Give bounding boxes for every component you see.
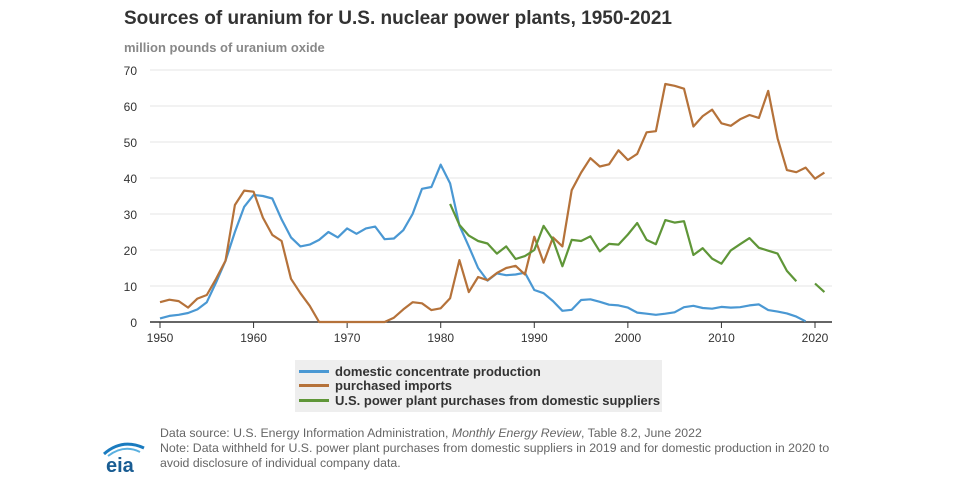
data-source: Data source: U.S. Energy Information Adm… — [160, 426, 702, 440]
legend-swatch — [299, 369, 329, 373]
x-tick-label: 1990 — [521, 331, 548, 345]
legend-label: purchased imports — [335, 378, 453, 394]
legend: domestic concentrate production purchase… — [295, 360, 662, 412]
x-tick-label: 1970 — [334, 331, 361, 345]
chart-title: Sources of uranium for U.S. nuclear powe… — [124, 8, 673, 29]
footnotes: Data source: U.S. Energy Information Adm… — [160, 426, 829, 471]
x-tick-label: 1950 — [147, 331, 174, 345]
x-tick-label: 1980 — [427, 331, 454, 345]
legend-label: U.S. power plant purchases from domestic… — [335, 392, 661, 408]
y-tick-label: 60 — [124, 100, 138, 114]
note-line: Note: Data withheld for U.S. power plant… — [160, 441, 830, 455]
x-tick-label: 1960 — [240, 331, 267, 345]
legend-swatch — [299, 384, 329, 388]
y-tick-label: 20 — [124, 244, 138, 258]
x-tick-label: 2020 — [802, 331, 829, 345]
y-tick-label: 30 — [124, 208, 138, 222]
y-tick-label: 70 — [124, 64, 138, 78]
y-axis-unit-label: million pounds of uranium oxide — [124, 40, 325, 55]
eia-logo: eia — [100, 440, 150, 481]
legend-item: purchased imports — [295, 378, 662, 394]
x-tick-label: 2000 — [615, 331, 642, 345]
note-line: avoid disclosure of individual company d… — [160, 456, 401, 470]
y-tick-label: 50 — [124, 136, 138, 150]
legend-item: U.S. power plant purchases from domestic… — [295, 393, 662, 408]
series-line — [449, 203, 826, 293]
x-tick-label: 2010 — [708, 331, 735, 345]
series-line — [159, 163, 807, 323]
y-tick-label: 40 — [124, 172, 138, 186]
legend-item: domestic concentrate production — [295, 364, 662, 379]
svg-text:eia: eia — [106, 455, 135, 476]
legend-label: domestic concentrate production — [335, 363, 541, 379]
legend-swatch — [299, 398, 329, 402]
series-line — [159, 82, 825, 324]
y-tick-label: 10 — [124, 280, 138, 294]
y-tick-label: 0 — [130, 316, 137, 330]
